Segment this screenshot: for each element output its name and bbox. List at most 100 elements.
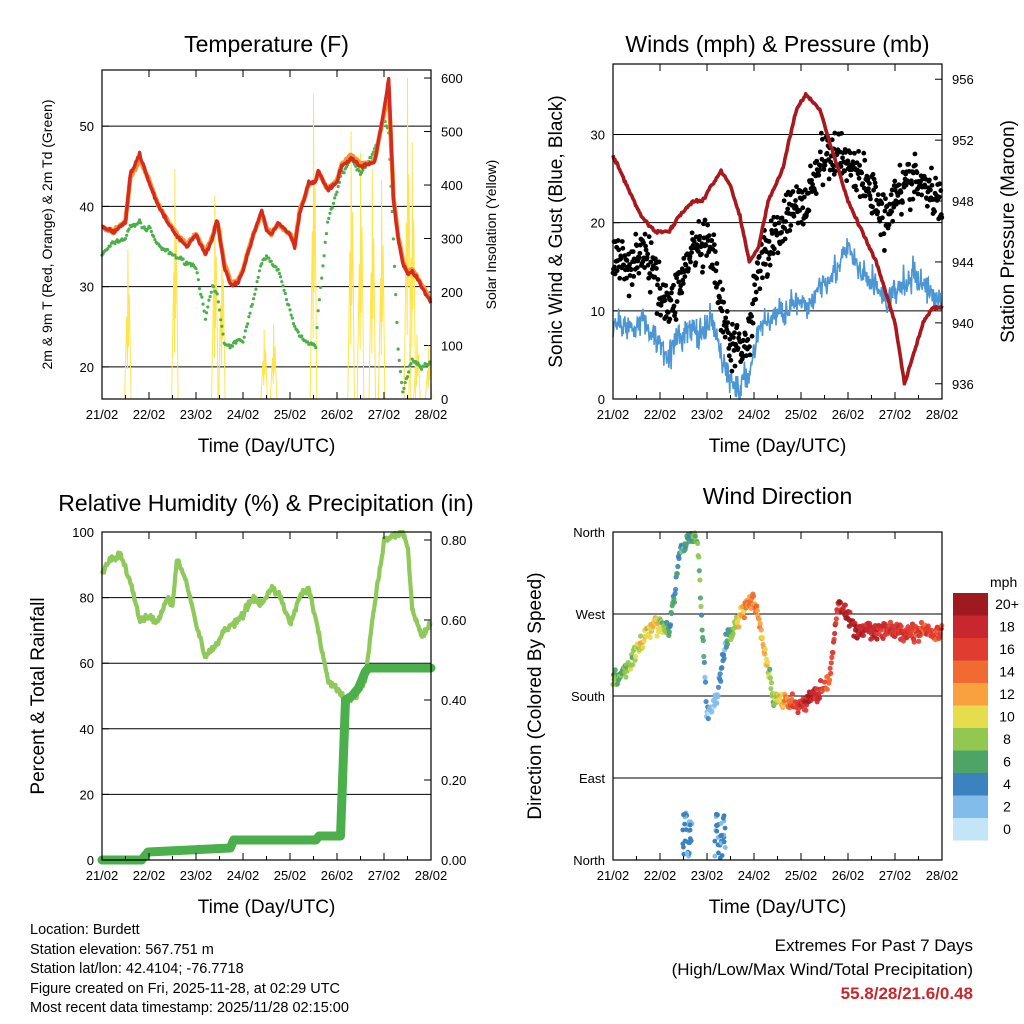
dewpoint-point	[148, 226, 152, 230]
gust-point	[854, 187, 859, 193]
dewpoint-point	[416, 361, 420, 365]
gust-point	[871, 176, 877, 182]
solar-insolation-spike	[269, 324, 278, 400]
y-tick-label: 20	[80, 787, 94, 802]
direction-point	[719, 665, 725, 671]
direction-point	[673, 586, 679, 593]
extremes-box: Extremes For Past 7 Days (High/Low/Max W…	[672, 934, 973, 1006]
dewpoint-point	[370, 152, 374, 157]
dewpoint-point	[397, 358, 401, 362]
gust-point	[663, 283, 669, 288]
y-tick-label: 50	[80, 119, 94, 134]
gust-point	[766, 256, 772, 262]
gust-point	[657, 285, 663, 291]
extremes-heading: Extremes For Past 7 Days	[774, 936, 973, 955]
gust-point	[695, 249, 701, 254]
y-axis-title-right: Solar Insolation (Yellow)	[483, 160, 499, 310]
dewpoint-point	[315, 325, 319, 330]
dewpoint-point	[255, 279, 259, 284]
dewpoint-point	[324, 231, 329, 236]
direction-point	[623, 674, 629, 680]
gust-point	[817, 167, 823, 173]
gust-point	[936, 194, 942, 200]
gust-point	[873, 184, 879, 190]
dewpoint-point	[290, 316, 294, 320]
legend-swatch	[953, 593, 988, 616]
dewpoint-point	[289, 313, 293, 317]
direction-point	[789, 691, 795, 697]
gust-point	[765, 272, 770, 277]
gust-point	[779, 229, 784, 235]
dewpoint-point	[327, 216, 331, 220]
gust-point	[731, 335, 736, 340]
dewpoint-point	[314, 346, 318, 350]
direction-point	[700, 638, 706, 644]
legend-swatch	[953, 728, 988, 751]
gust-point	[813, 191, 819, 196]
gust-point	[752, 282, 758, 288]
station-info: Location: Burdett Station elevation: 567…	[30, 921, 349, 1019]
gust-point	[754, 276, 760, 281]
direction-point	[675, 563, 681, 570]
direction-point	[735, 618, 741, 624]
direction-point	[764, 659, 771, 665]
dewpoint-point	[335, 190, 339, 194]
direction-point	[674, 571, 680, 577]
gust-point	[817, 149, 823, 155]
dewpoint-point	[420, 367, 424, 371]
gust-point	[853, 183, 858, 189]
y-axis-title-right: Station Pressure (Maroon)	[998, 120, 1019, 343]
y-right-tick-label: 0.40	[441, 693, 466, 708]
legend-label: 10	[999, 709, 1015, 725]
gust-point	[929, 165, 934, 171]
winds-pressure-panel: Winds (mph) & Pressure (mb) 0 10 20 30 936 940…	[546, 31, 1019, 457]
dewpoint-point	[267, 256, 271, 260]
dewpoint-point	[371, 150, 376, 154]
direction-point	[767, 675, 773, 681]
legend-label: 12	[999, 686, 1015, 702]
dewpoint-point	[316, 309, 320, 313]
direction-point	[827, 665, 833, 671]
gust-point	[705, 222, 711, 228]
y-right-tick-label: 0	[441, 392, 448, 407]
gust-point	[682, 274, 688, 279]
gust-point	[717, 279, 723, 285]
gust-point	[648, 259, 654, 265]
gust-point	[680, 281, 686, 286]
gust-point	[627, 273, 633, 278]
x-tick-label: 28/02	[415, 407, 448, 422]
gust-point	[706, 233, 712, 239]
dewpoint-point	[317, 298, 321, 302]
gust-point	[787, 228, 793, 233]
legend-label: 16	[999, 641, 1015, 657]
gust-point	[900, 199, 905, 205]
gust-point	[776, 220, 782, 226]
solar-insolation-spike	[171, 168, 179, 400]
gust-point	[859, 170, 865, 176]
direction-point	[632, 654, 639, 660]
gust-point	[824, 150, 830, 156]
gust-point	[630, 249, 636, 254]
gust-point	[728, 357, 734, 363]
gust-point	[867, 181, 872, 186]
direction-point	[821, 679, 828, 685]
dewpoint-point	[234, 341, 238, 345]
dewpoint-point	[300, 334, 304, 338]
direction-point	[830, 650, 836, 656]
gust-point	[912, 189, 917, 195]
legend-swatch	[953, 638, 988, 661]
solar-insolation-spike	[408, 142, 416, 400]
direction-point	[630, 662, 636, 668]
gust-point	[772, 221, 778, 227]
direction-point	[831, 636, 837, 642]
gust-point	[842, 168, 848, 174]
gust-point	[712, 249, 718, 254]
gust-point	[626, 293, 632, 299]
direction-point	[682, 821, 688, 827]
gust-point	[720, 329, 726, 335]
gust-point	[882, 208, 888, 214]
gust-point	[847, 150, 853, 156]
direction-point	[717, 671, 723, 677]
dewpoint-point	[248, 311, 252, 315]
gust-point	[701, 221, 706, 227]
